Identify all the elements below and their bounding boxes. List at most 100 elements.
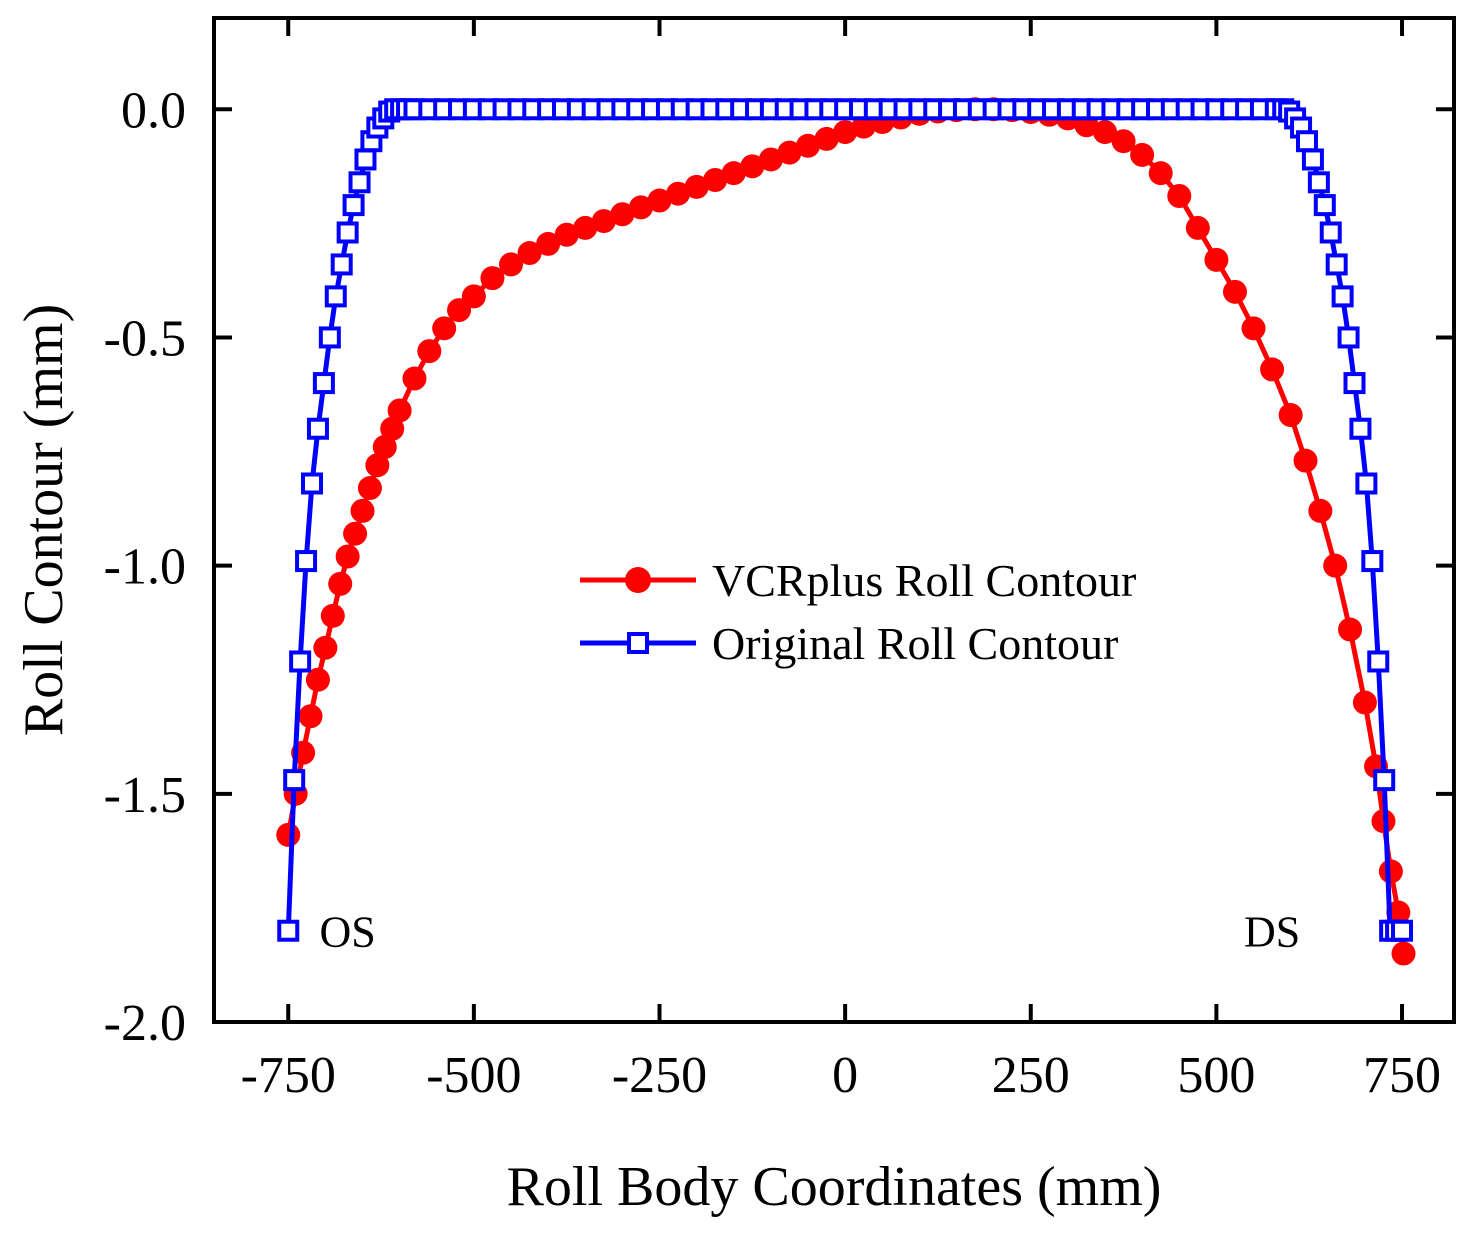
- data-point: [298, 704, 323, 729]
- data-point: [1331, 285, 1354, 308]
- data-point: [1349, 417, 1372, 440]
- data-point: [796, 133, 821, 158]
- data-point: [499, 252, 524, 277]
- legend-label: Original Roll Contour: [712, 618, 1118, 669]
- x-tick-label: 0: [832, 1047, 858, 1104]
- data-point: [402, 366, 427, 391]
- y-tick-label: -2.0: [104, 995, 186, 1052]
- data-point: [1111, 129, 1136, 154]
- data-point: [1323, 553, 1348, 578]
- data-point: [1293, 448, 1318, 473]
- y-tick-label: -1.5: [104, 767, 186, 824]
- data-point: [324, 285, 347, 308]
- x-tick-label: 500: [1177, 1047, 1255, 1104]
- data-point: [336, 221, 359, 244]
- data-point: [740, 154, 765, 179]
- data-point: [1355, 472, 1378, 495]
- data-point: [335, 544, 360, 569]
- data-point: [1241, 316, 1266, 341]
- y-tick-label: -1.0: [104, 539, 186, 596]
- data-point: [301, 472, 324, 495]
- data-point: [554, 222, 579, 247]
- data-point: [313, 635, 338, 660]
- data-point: [330, 253, 353, 276]
- data-point: [1361, 550, 1384, 573]
- data-point: [1307, 171, 1330, 194]
- data-point: [372, 434, 397, 459]
- data-point: [1319, 221, 1342, 244]
- data-point: [1301, 148, 1324, 171]
- data-point: [666, 181, 691, 206]
- data-point: [312, 372, 335, 395]
- data-point: [1204, 247, 1229, 272]
- x-tick-label: 750: [1363, 1047, 1441, 1104]
- data-point: [1373, 769, 1396, 792]
- data-point: [628, 195, 653, 220]
- data-point: [380, 416, 405, 441]
- x-tick-label: -250: [612, 1047, 707, 1104]
- data-point: [703, 168, 728, 193]
- data-point: [1313, 194, 1336, 217]
- data-point: [573, 215, 598, 240]
- data-point: [517, 241, 542, 266]
- data-point: [1222, 279, 1247, 304]
- series-layer: [276, 97, 1416, 966]
- data-point: [354, 148, 377, 171]
- legend: VCRplus Roll Contour Original Roll Contou…: [580, 555, 1136, 669]
- legend-marker: [627, 632, 649, 654]
- data-point: [1337, 326, 1360, 349]
- data-point: [1386, 900, 1411, 925]
- data-point: [342, 194, 365, 217]
- annotations: OS DS: [320, 908, 1301, 957]
- data-point: [814, 126, 839, 151]
- annotation-os: OS: [320, 908, 376, 957]
- y-tick-label: -0.5: [104, 310, 186, 367]
- x-axis-title: Roll Body Coordinates (mm): [507, 1156, 1162, 1218]
- x-tick-label: 250: [992, 1047, 1070, 1104]
- data-point: [318, 326, 341, 349]
- data-point: [306, 417, 329, 440]
- data-point: [1378, 859, 1403, 884]
- data-point: [1325, 253, 1348, 276]
- data-point: [1093, 120, 1118, 145]
- data-point: [1367, 650, 1390, 673]
- series-line: [285, 106, 1406, 954]
- data-point: [480, 266, 505, 291]
- series-line: [285, 106, 1402, 934]
- annotation-ds: DS: [1244, 908, 1300, 957]
- data-point: [417, 339, 442, 364]
- y-axis-title: Roll Contour (mm): [13, 304, 75, 736]
- data-point: [320, 603, 345, 628]
- data-point: [684, 174, 709, 199]
- data-point: [1148, 161, 1173, 186]
- data-point: [328, 571, 353, 596]
- data-point: [348, 171, 371, 194]
- data-point: [1130, 142, 1155, 167]
- data-point: [1278, 403, 1303, 428]
- data-point: [647, 188, 672, 213]
- data-point: [1167, 183, 1192, 208]
- data-point: [610, 202, 635, 227]
- data-point: [591, 209, 616, 234]
- data-point: [289, 650, 312, 673]
- data-point: [1352, 690, 1377, 715]
- ticks: -750 -500 -250 0 250 500 750 0.0 -0.5 -1.0 -1.5 -2.…: [104, 18, 1454, 1104]
- data-point: [1260, 357, 1285, 382]
- legend-label: VCRplus Roll Contour: [712, 555, 1136, 606]
- data-point: [1343, 372, 1366, 395]
- data-point: [357, 476, 382, 501]
- data-point: [1308, 498, 1333, 523]
- y-tick-label: 0.0: [121, 82, 186, 139]
- data-point: [283, 769, 306, 792]
- series-0: [276, 97, 1416, 966]
- data-point: [1391, 919, 1414, 942]
- data-point: [777, 140, 802, 165]
- data-point: [305, 667, 330, 692]
- data-point: [536, 231, 561, 256]
- data-point: [1295, 130, 1318, 153]
- data-point: [1391, 941, 1416, 966]
- x-tick-label: -750: [241, 1047, 336, 1104]
- data-point: [721, 161, 746, 186]
- data-point: [461, 284, 486, 309]
